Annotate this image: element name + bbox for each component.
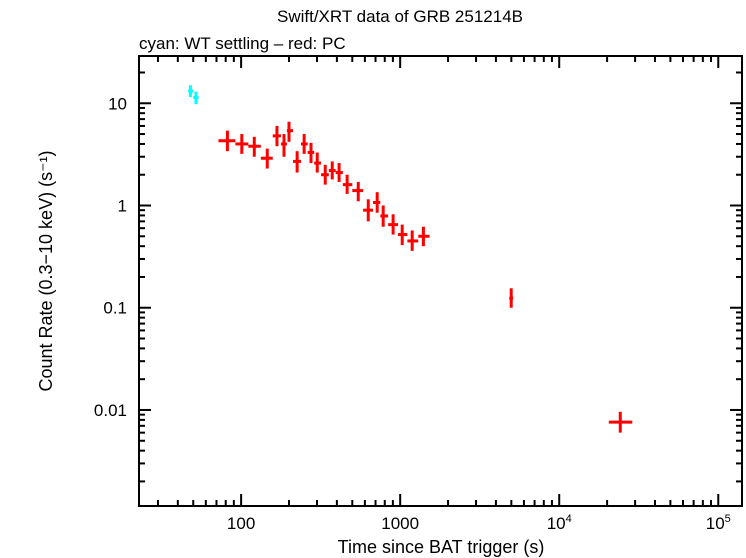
data-point <box>328 161 336 180</box>
x-tick-label: 1000 <box>381 514 419 533</box>
plot-frame <box>138 55 743 507</box>
data-point <box>188 85 194 98</box>
data-point <box>352 181 364 202</box>
data-point <box>301 134 308 154</box>
data-point <box>280 134 287 157</box>
y-tick-label: 0.01 <box>94 401 127 420</box>
data-point <box>218 130 236 152</box>
data-point <box>260 148 273 169</box>
data-point <box>398 224 408 246</box>
data-point <box>235 134 249 154</box>
y-axis-label: Count Rate (0.3−10 keV) (s⁻¹) <box>36 150 56 391</box>
x-tick-label: 105 <box>706 513 731 533</box>
data-point <box>407 230 419 251</box>
data-point <box>293 151 302 173</box>
data-point <box>380 205 389 227</box>
chart-subtitle: cyan: WT settling – red: PC <box>139 34 346 53</box>
data-point <box>321 164 329 185</box>
data-point <box>373 192 381 213</box>
data-point <box>335 163 343 182</box>
data-point <box>193 91 199 105</box>
x-axis-label: Time since BAT trigger (s) <box>338 537 545 557</box>
data-point <box>307 142 315 164</box>
data-point <box>388 214 399 235</box>
y-tick-label: 0.1 <box>103 299 127 318</box>
data-point <box>418 226 430 247</box>
y-tick-label: 1 <box>118 197 127 216</box>
data-point <box>286 121 294 142</box>
data-point <box>509 288 514 308</box>
data-point <box>272 125 281 147</box>
y-tick-label: 10 <box>108 94 127 113</box>
data-point <box>342 174 353 194</box>
data-point <box>608 411 633 433</box>
data-point <box>363 199 374 222</box>
data-point <box>248 136 261 157</box>
chart-title: Swift/XRT data of GRB 251214B <box>277 7 523 26</box>
x-tick-label: 100 <box>227 514 255 533</box>
x-tick-label: 104 <box>547 513 572 533</box>
data-point <box>314 152 322 173</box>
